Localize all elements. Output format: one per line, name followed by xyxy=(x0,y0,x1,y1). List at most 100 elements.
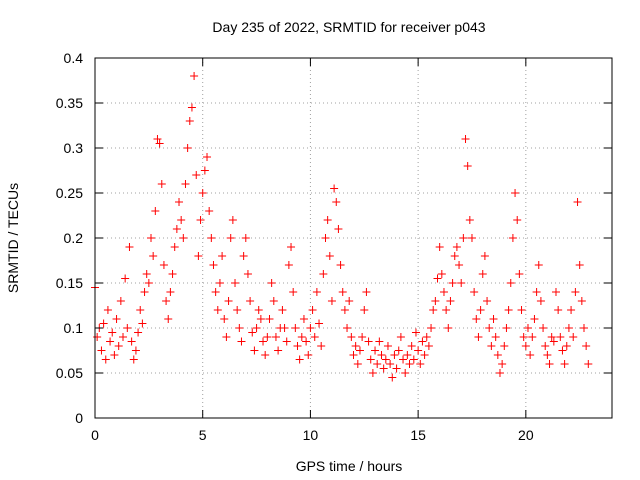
data-point xyxy=(513,216,522,224)
data-points xyxy=(91,72,593,382)
data-point xyxy=(200,166,209,175)
data-point xyxy=(336,261,345,269)
data-point xyxy=(528,333,537,341)
data-point xyxy=(149,252,158,260)
data-point xyxy=(106,337,115,346)
data-point xyxy=(103,306,112,314)
data-point xyxy=(284,261,293,269)
data-point xyxy=(532,288,541,296)
data-point xyxy=(155,139,164,148)
y-tick-label: 0 xyxy=(75,410,83,426)
data-point xyxy=(248,328,257,337)
data-point xyxy=(411,328,420,337)
data-point xyxy=(388,373,397,382)
data-point xyxy=(175,198,184,206)
data-point xyxy=(97,346,106,355)
data-point xyxy=(338,288,347,296)
data-point xyxy=(334,225,343,233)
data-point xyxy=(495,369,504,377)
x-tick-labels: 0 5 10 15 20 xyxy=(91,427,534,443)
data-point xyxy=(422,333,431,341)
data-point xyxy=(455,261,464,269)
data-point xyxy=(278,306,287,314)
data-point xyxy=(560,360,569,368)
data-point xyxy=(166,288,175,296)
data-point xyxy=(345,297,354,305)
data-point xyxy=(267,279,276,287)
data-point xyxy=(99,319,108,328)
data-point xyxy=(549,337,558,346)
data-point xyxy=(121,274,130,283)
data-point xyxy=(554,306,563,314)
data-point xyxy=(151,207,160,215)
data-point xyxy=(280,324,289,332)
data-point xyxy=(493,351,502,359)
data-point xyxy=(351,342,360,350)
data-point xyxy=(144,279,153,287)
data-point xyxy=(183,144,192,152)
data-point xyxy=(429,306,438,314)
data-point xyxy=(353,360,362,368)
data-point xyxy=(101,355,110,364)
data-point xyxy=(371,346,380,355)
data-point xyxy=(211,288,220,296)
data-point xyxy=(308,306,317,314)
data-point xyxy=(448,279,457,287)
x-tick-label: 15 xyxy=(410,427,426,443)
data-point xyxy=(383,342,392,350)
data-point xyxy=(131,346,140,355)
data-point xyxy=(396,333,405,341)
data-point xyxy=(162,297,171,305)
data-point xyxy=(164,315,173,323)
data-point xyxy=(386,360,395,368)
data-point xyxy=(508,234,517,242)
data-point xyxy=(147,234,156,242)
data-point xyxy=(123,324,132,332)
x-axis-label: GPS time / hours xyxy=(296,458,403,474)
data-point xyxy=(394,346,403,355)
data-point xyxy=(480,252,489,260)
data-point xyxy=(312,288,321,296)
data-point xyxy=(543,351,552,359)
data-point xyxy=(424,342,433,350)
data-point xyxy=(564,324,573,332)
data-point xyxy=(231,279,240,287)
data-point xyxy=(198,189,207,197)
y-tick-labels: 0 0.05 0.1 0.15 0.2 0.25 0.3 0.35 0.4 xyxy=(56,50,83,426)
data-point xyxy=(427,324,436,332)
data-point xyxy=(226,234,235,242)
data-point xyxy=(414,346,423,355)
data-point xyxy=(534,261,543,269)
data-point xyxy=(237,337,246,346)
data-point xyxy=(254,306,263,314)
data-point xyxy=(403,351,412,359)
data-point xyxy=(93,333,102,341)
data-point xyxy=(213,306,222,314)
y-tick-label: 0.25 xyxy=(56,185,83,201)
data-point xyxy=(515,270,524,278)
data-point xyxy=(517,306,526,314)
data-point xyxy=(185,117,194,125)
data-point xyxy=(431,297,440,305)
y-tick-label: 0.05 xyxy=(56,365,83,381)
data-point xyxy=(478,270,487,278)
data-point xyxy=(259,337,268,346)
data-point xyxy=(461,135,470,143)
data-point xyxy=(375,337,384,346)
data-point xyxy=(467,234,476,242)
data-point xyxy=(289,288,298,296)
data-point xyxy=(577,297,586,305)
data-point xyxy=(500,342,509,350)
data-point xyxy=(323,216,332,224)
data-point xyxy=(521,342,530,350)
data-point xyxy=(116,297,125,305)
data-point xyxy=(157,180,166,188)
data-point xyxy=(228,216,237,224)
data-point xyxy=(569,333,578,341)
data-point xyxy=(489,315,498,323)
data-point xyxy=(442,306,451,314)
data-point xyxy=(224,297,233,305)
data-point xyxy=(584,360,593,368)
data-point xyxy=(177,216,186,224)
